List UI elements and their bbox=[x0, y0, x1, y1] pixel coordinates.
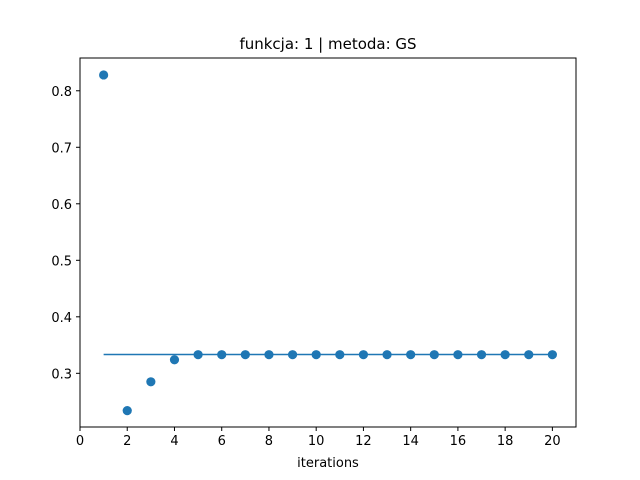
data-point bbox=[169, 355, 180, 365]
y-tick-label: 0.4 bbox=[51, 311, 72, 326]
x-tick-label: 18 bbox=[497, 434, 514, 449]
y-tick-label: 0.5 bbox=[51, 254, 72, 269]
x-tick-label: 0 bbox=[76, 434, 84, 449]
x-tick-label: 4 bbox=[170, 434, 178, 449]
data-point bbox=[122, 406, 132, 416]
y-tick-label: 0.6 bbox=[51, 198, 72, 213]
x-tick-label: 12 bbox=[355, 434, 372, 449]
x-tick-label: 6 bbox=[218, 434, 226, 449]
x-tick-label: 20 bbox=[544, 434, 561, 449]
x-tick-label: 16 bbox=[450, 434, 467, 449]
y-tick-label: 0.3 bbox=[51, 367, 72, 382]
x-tick-label: 8 bbox=[265, 434, 273, 449]
x-tick-label: 2 bbox=[123, 434, 131, 449]
y-axis: 0.3 0.4 0.5 0.6 0.7 0.8 bbox=[51, 85, 80, 382]
data-point bbox=[99, 70, 109, 80]
plot-area bbox=[99, 70, 557, 416]
x-axis-label: iterations bbox=[297, 456, 359, 471]
x-tick-label: 10 bbox=[308, 434, 325, 449]
plot-frame bbox=[79, 57, 577, 428]
y-tick-label: 0.8 bbox=[51, 85, 72, 100]
data-point bbox=[146, 377, 156, 387]
x-tick-label: 14 bbox=[402, 434, 419, 449]
x-axis: 0 2 4 6 8 10 12 14 16 18 20 bbox=[76, 427, 561, 449]
chart-title: funkcja: 1 | metoda: GS bbox=[239, 35, 416, 53]
y-tick-label: 0.7 bbox=[51, 141, 72, 156]
